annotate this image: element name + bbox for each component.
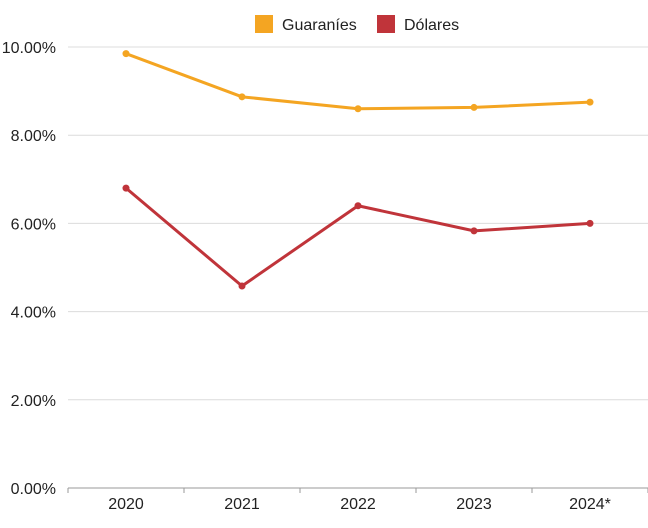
y-tick-label: 2.00%: [11, 393, 56, 410]
data-point: [238, 93, 246, 101]
data-point: [354, 202, 362, 210]
legend-item: Guaraníes: [255, 15, 357, 34]
x-tick-label: 2022: [340, 496, 376, 513]
x-tick-label: 2024*: [569, 496, 611, 513]
data-point: [354, 105, 362, 113]
legend-swatch: [377, 15, 395, 33]
legend-item: Dólares: [377, 15, 459, 34]
x-tick-label: 2020: [108, 496, 144, 513]
x-tick-label: 2023: [456, 496, 492, 513]
y-tick-label: 8.00%: [11, 128, 56, 145]
data-point: [470, 227, 478, 235]
y-tick-label: 10.00%: [2, 40, 56, 57]
x-axis: 2020 2021 2022 2023 2024*: [67, 488, 648, 513]
legend-label: Dólares: [404, 17, 459, 34]
y-tick-label: 6.00%: [11, 216, 56, 233]
legend: Guaraníes Dólares: [255, 15, 459, 34]
y-tick-label: 0.00%: [11, 481, 56, 498]
legend-swatch: [255, 15, 273, 33]
series-line: [124, 52, 592, 111]
legend-label: Guaraníes: [282, 17, 357, 34]
y-axis: 0.00% 2.00% 4.00% 6.00% 8.00% 10.00%: [2, 40, 56, 498]
gridlines: [68, 46, 648, 489]
series-0: [122, 50, 594, 113]
data-point: [238, 282, 246, 290]
series-group: [122, 50, 594, 290]
data-point: [586, 98, 594, 106]
x-tick-label: 2021: [224, 496, 260, 513]
data-point: [470, 103, 478, 111]
series-1: [122, 184, 594, 290]
data-point: [586, 219, 594, 227]
y-tick-label: 4.00%: [11, 305, 56, 322]
data-point: [122, 184, 130, 192]
data-point: [122, 50, 130, 58]
